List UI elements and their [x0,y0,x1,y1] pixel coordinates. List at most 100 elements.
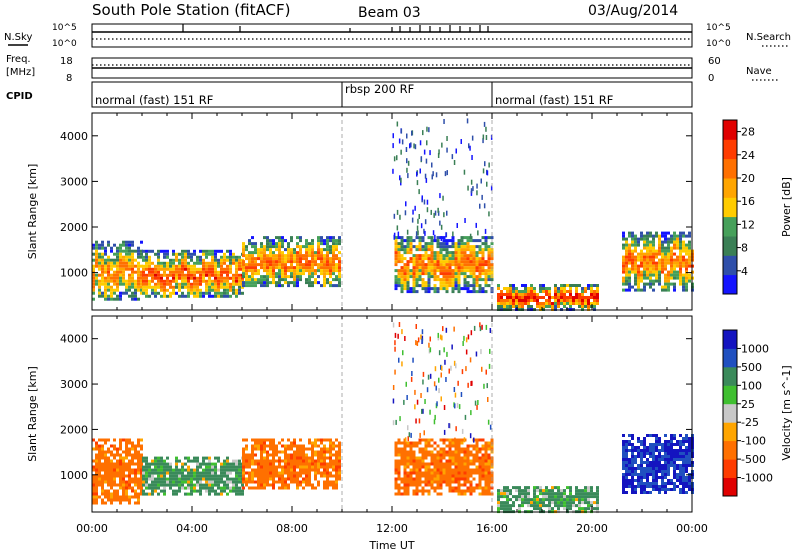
heat-cell [278,236,281,240]
heat-cell [169,279,172,283]
heat-cell [229,486,232,490]
heat-cell [420,334,422,340]
y-tick-label: 3000 [60,175,88,188]
heat-cell [296,480,299,484]
heat-cell [217,249,220,253]
heat-cell [445,377,447,382]
heat-cell [151,480,154,484]
heat-cell [193,471,196,475]
heat-cell [119,261,122,265]
heat-cell [418,214,420,219]
heat-cell [104,270,107,274]
heat-cell [137,456,140,460]
heat-cell [314,468,317,472]
heat-cell [628,464,631,467]
heat-cell [403,477,407,481]
heat-cell [326,477,329,481]
heat-cell [521,498,524,502]
heat-cell [661,255,664,259]
heat-cell [254,441,257,445]
heat-cell [658,267,661,271]
heat-cell [500,296,503,299]
heat-cell [223,279,226,283]
colorbar-tick-label: 500 [741,361,762,374]
heat-cell [151,273,154,277]
heat-cell [539,290,542,293]
heat-cell [652,288,655,292]
heat-cell [472,486,476,490]
heat-cell [631,234,634,238]
heat-cell [658,452,661,455]
heat-cell [590,495,593,499]
heat-cell [281,245,284,249]
heat-cell [205,255,208,259]
heat-cell [323,465,326,469]
heat-cell [305,263,308,267]
heat-cell [497,495,500,499]
heat-cell [478,462,482,466]
heat-cell [266,474,269,478]
heat-cell [445,245,449,249]
heat-cell [116,258,119,262]
heat-cell [202,471,205,475]
heat-cell [320,438,323,442]
heat-cell [396,155,398,161]
heat-cell [302,462,305,466]
heat-cell [235,267,238,271]
heat-cell [679,237,682,241]
heat-cell [424,489,428,493]
heat-cell [466,266,470,270]
heat-cell [667,282,670,286]
heat-cell [460,474,464,478]
heat-cell [178,264,181,268]
heat-cell [187,252,190,256]
heat-cell [451,444,455,448]
noise-sky-trace [182,24,489,32]
heat-cell [415,257,419,261]
heat-cell [338,453,341,457]
heat-cell [685,243,688,247]
heat-cell [128,240,131,244]
heat-cell [101,276,104,280]
heat-cell [142,465,145,469]
heat-cell [95,447,98,451]
heat-cell [634,458,637,461]
heat-cell [643,258,646,262]
heat-cell [454,263,458,267]
heat-cell [409,287,413,291]
heat-cell [326,450,329,454]
heat-cell [110,468,113,472]
heat-cell [314,441,317,445]
heat-cell [569,299,572,302]
heat-cell [154,465,157,469]
heat-cell [214,291,217,295]
heat-cell [314,278,317,282]
heat-cell [424,251,428,255]
heat-cell [113,438,116,442]
heat-cell [320,248,323,252]
heat-cell [223,474,226,478]
heat-cell [131,459,134,463]
heat-cell [290,453,293,457]
heat-cell [631,446,634,449]
heat-cell [181,255,184,259]
heat-cell [634,279,637,283]
heat-cell [266,263,269,267]
heat-cell [400,260,404,264]
heat-cell [469,248,473,252]
heat-cell [649,264,652,268]
heat-cell [460,266,464,270]
heat-cell [320,453,323,457]
heat-cell [545,290,548,293]
heat-cell [407,160,410,166]
heat-cell [326,263,329,267]
heat-cell [134,462,137,466]
heat-cell [226,258,229,262]
heat-cell [134,291,137,295]
heat-cell [406,236,410,240]
heat-cell [131,468,134,472]
heat-cell [242,245,245,249]
heat-cell [445,459,449,463]
heat-cell [646,282,649,286]
